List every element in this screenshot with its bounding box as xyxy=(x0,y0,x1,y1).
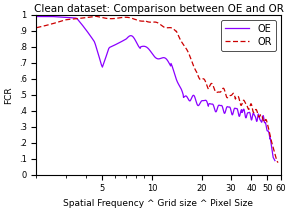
OE xyxy=(35,15,38,18)
OE xyxy=(104,55,108,58)
OR xyxy=(239,104,243,107)
OE xyxy=(273,159,277,162)
X-axis label: Spatial Frequency ^ Grid size ^ Pixel Size: Spatial Frequency ^ Grid size ^ Pixel Si… xyxy=(64,199,253,208)
OR xyxy=(242,99,246,102)
OE xyxy=(254,117,258,120)
OR xyxy=(246,105,249,107)
OR xyxy=(93,15,97,17)
OR xyxy=(276,161,280,164)
OE xyxy=(236,109,240,112)
Line: OE: OE xyxy=(37,17,275,160)
OE xyxy=(263,121,266,124)
OR xyxy=(266,124,270,127)
OE xyxy=(242,108,246,111)
OE xyxy=(239,110,242,113)
Title: Clean dataset: Comparison between OE and OR: Clean dataset: Comparison between OE and… xyxy=(34,4,283,14)
Line: OR: OR xyxy=(37,16,278,163)
OR xyxy=(107,17,111,20)
Legend: OE, OR: OE, OR xyxy=(221,20,276,50)
Y-axis label: FCR: FCR xyxy=(4,86,13,104)
OR xyxy=(35,26,38,29)
OR xyxy=(258,116,261,118)
